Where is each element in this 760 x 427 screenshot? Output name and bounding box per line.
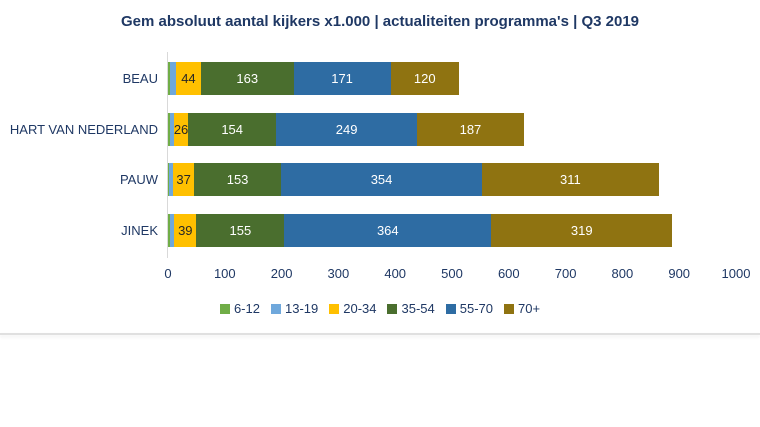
bar-segment-6-12 bbox=[168, 112, 170, 146]
bar-segment-55-70: 249 bbox=[275, 112, 418, 146]
bar-segment-13-19 bbox=[169, 112, 174, 146]
bar-row-beau: BEAU 44 163 171 120 bbox=[0, 62, 760, 95]
x-axis-tick-400: 400 bbox=[384, 266, 407, 281]
x-axis-tick-700: 700 bbox=[554, 266, 577, 281]
category-label-hart-van-nederland: HART VAN NEDERLAND bbox=[9, 121, 158, 137]
bar-segment-13-19 bbox=[169, 163, 174, 196]
bar-segment-35-54: 154 bbox=[188, 112, 276, 146]
bar-row-jinek: JINEK 39 155 364 319 bbox=[0, 213, 760, 247]
bar-segment-6-12 bbox=[168, 213, 170, 247]
x-axis-tick-900: 900 bbox=[668, 266, 691, 281]
legend-swatch-35-54 bbox=[387, 303, 398, 314]
legend-swatch-55-70 bbox=[445, 303, 456, 314]
category-label-beau: BEAU bbox=[122, 71, 158, 86]
bar-segment-35-54: 163 bbox=[200, 62, 294, 95]
legend-label-70-: 70+ bbox=[517, 301, 541, 316]
bar-segment-35-54: 155 bbox=[196, 213, 285, 247]
legend-label-35-54: 35-54 bbox=[401, 301, 435, 316]
legend-item-13-19: 13-19 bbox=[270, 301, 319, 316]
legend-label-55-70: 55-70 bbox=[459, 301, 493, 316]
bar-segment-20-34: 26 bbox=[173, 112, 189, 146]
legend-item-70-: 70+ bbox=[503, 301, 541, 316]
legend-swatch-6-12 bbox=[219, 303, 230, 314]
bar-segment-6-12 bbox=[168, 163, 170, 196]
bar-segment-70-: 319 bbox=[491, 213, 673, 247]
legend-swatch-70- bbox=[503, 303, 514, 314]
x-axis-tick-500: 500 bbox=[441, 266, 463, 281]
bar-segment-55-70: 354 bbox=[281, 163, 483, 196]
bar-row-hart-van-nederland: HART VAN NEDERLAND 26 154 249 187 bbox=[0, 112, 760, 146]
category-label-jinek: JINEK bbox=[121, 222, 158, 238]
bar-segment-70-: 187 bbox=[417, 112, 524, 146]
legend-item-35-54: 35-54 bbox=[387, 301, 435, 316]
bar-segment-55-70: 364 bbox=[284, 213, 492, 247]
bar-segment-70-: 120 bbox=[390, 62, 459, 95]
bar-row-pauw: PAUW 37 153 354 311 bbox=[0, 163, 760, 196]
bar-segment-13-19 bbox=[170, 62, 176, 95]
x-axis-tick-600: 600 bbox=[497, 266, 520, 281]
legend: 6-12 13-19 20-34 35-54 55-70 70+ bbox=[0, 301, 760, 316]
legend-label-6-12: 6-12 bbox=[233, 301, 260, 316]
chart-title: Gem absoluut aantal kijkers x1.000 | act… bbox=[120, 13, 640, 30]
legend-label-20-34: 20-34 bbox=[343, 301, 377, 316]
x-axis-tick-200: 200 bbox=[270, 266, 293, 281]
bar-segment-35-54: 153 bbox=[194, 163, 282, 196]
x-axis-tick-1000: 1000 bbox=[721, 266, 751, 281]
category-label-pauw: PAUW bbox=[119, 172, 158, 187]
bar-segment-70-: 311 bbox=[482, 163, 659, 196]
bar-segment-6-12 bbox=[168, 62, 171, 95]
x-axis-tick-800: 800 bbox=[611, 266, 634, 281]
bottom-divider bbox=[0, 333, 760, 335]
x-axis-tick-100: 100 bbox=[213, 266, 236, 281]
legend-item-6-12: 6-12 bbox=[219, 301, 260, 316]
legend-label-13-19: 13-19 bbox=[284, 301, 319, 316]
bar-segment-13-19 bbox=[169, 213, 175, 247]
bar-segment-20-34: 44 bbox=[175, 62, 201, 95]
legend-swatch-20-34 bbox=[329, 303, 340, 314]
legend-item-55-70: 55-70 bbox=[445, 301, 493, 316]
legend-swatch-13-19 bbox=[270, 303, 281, 314]
legend-item-20-34: 20-34 bbox=[329, 301, 376, 316]
x-axis-tick-300: 300 bbox=[327, 266, 350, 281]
x-axis-tick-0: 0 bbox=[164, 266, 172, 281]
bar-segment-20-34: 37 bbox=[173, 163, 195, 196]
y-axis-line bbox=[167, 52, 168, 258]
bar-segment-55-70: 171 bbox=[293, 62, 391, 95]
bar-segment-20-34: 39 bbox=[174, 213, 197, 247]
